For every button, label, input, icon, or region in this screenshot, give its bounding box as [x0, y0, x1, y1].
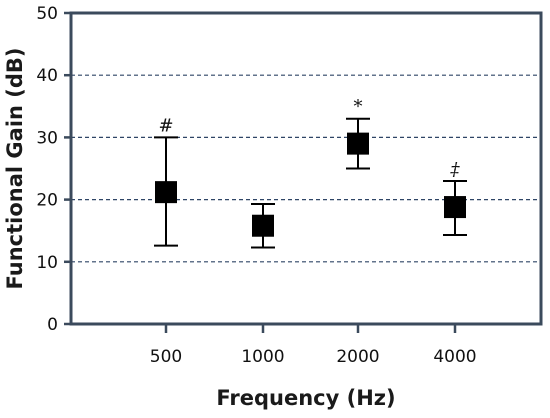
axis-ticks: [64, 11, 457, 333]
data-point-2000: [347, 132, 369, 155]
y-tick-labels: 0 10 20 30 40 50: [36, 4, 58, 335]
y-tick-label: 40: [36, 66, 58, 86]
x-tick-label: 2000: [336, 347, 379, 367]
y-tick-label: 50: [36, 4, 58, 24]
x-tick-label: 4000: [433, 347, 476, 367]
x-tick-label: 1000: [241, 347, 284, 367]
y-tick-label: 0: [47, 315, 58, 335]
x-axis-title: Frequency (Hz): [216, 386, 395, 410]
annotation-500: #: [158, 115, 173, 136]
data-markers: [155, 132, 466, 237]
y-tick-label: 10: [36, 253, 58, 273]
annotation-2000: *: [354, 97, 363, 118]
annotation-4000: ‡: [450, 159, 461, 180]
error-bars: [154, 117, 467, 249]
significance-annotations: # * ‡: [158, 97, 460, 180]
gridlines: [71, 74, 541, 263]
x-tick-labels: 500 1000 2000 4000: [150, 347, 477, 367]
y-tick-label: 30: [36, 128, 58, 148]
data-point-500: [155, 181, 177, 204]
data-point-1000: [252, 214, 274, 237]
y-axis-title: Functional Gain (dB): [3, 47, 27, 289]
y-tick-label: 20: [36, 191, 58, 211]
plot-frame: [69, 11, 543, 326]
data-point-4000: [444, 196, 466, 219]
x-tick-label: 500: [150, 347, 182, 367]
